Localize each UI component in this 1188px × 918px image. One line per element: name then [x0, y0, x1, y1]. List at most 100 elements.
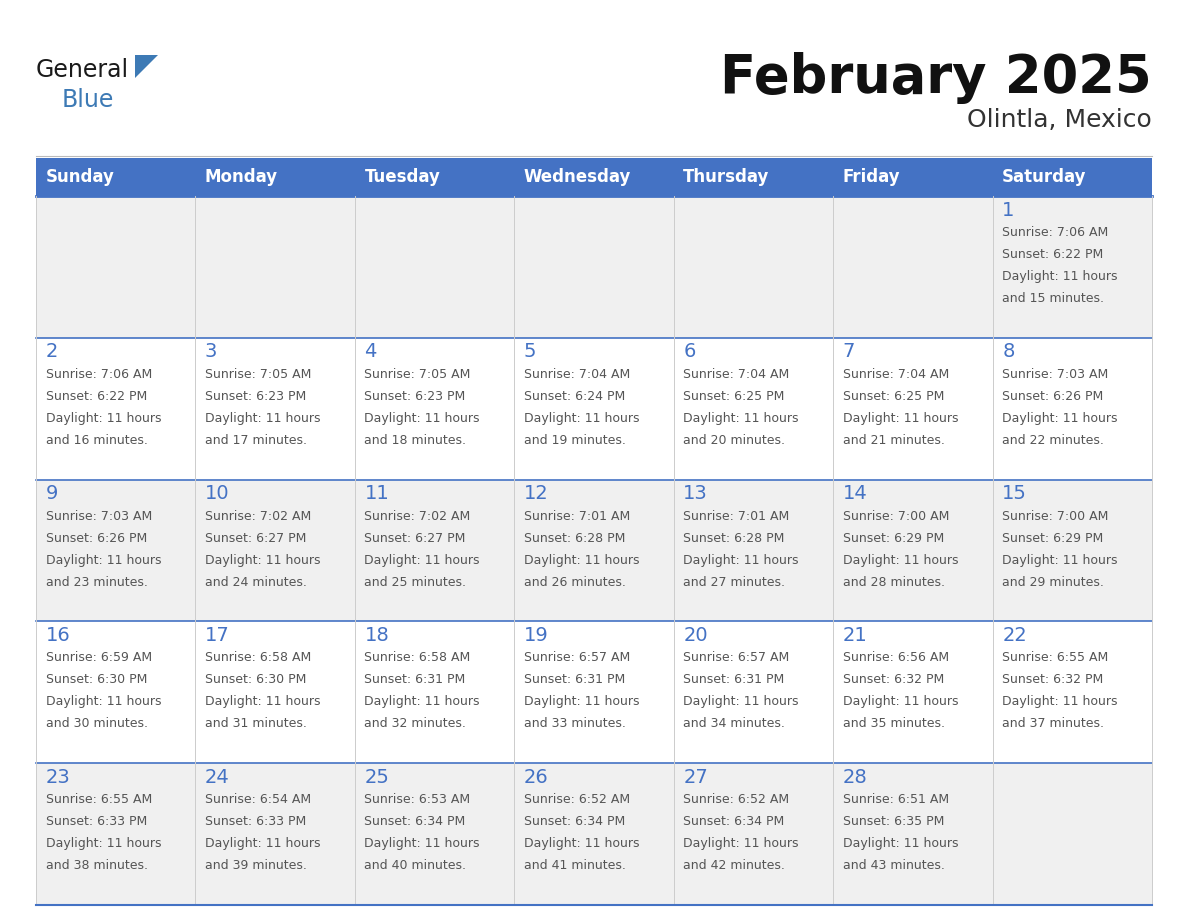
- Bar: [36, 338, 196, 479]
- Text: and 32 minutes.: and 32 minutes.: [365, 717, 467, 731]
- Text: Sunset: 6:34 PM: Sunset: 6:34 PM: [683, 815, 784, 828]
- Bar: [992, 158, 1152, 196]
- Text: Sunset: 6:26 PM: Sunset: 6:26 PM: [1003, 390, 1104, 403]
- Text: 4: 4: [365, 342, 377, 362]
- Bar: [36, 621, 196, 763]
- Bar: [36, 196, 196, 338]
- Text: Daylight: 11 hours: Daylight: 11 hours: [206, 695, 321, 709]
- Text: Daylight: 11 hours: Daylight: 11 hours: [683, 554, 798, 566]
- Text: 13: 13: [683, 484, 708, 503]
- Text: and 22 minutes.: and 22 minutes.: [1003, 433, 1104, 447]
- Text: Daylight: 11 hours: Daylight: 11 hours: [524, 412, 639, 425]
- Text: Daylight: 11 hours: Daylight: 11 hours: [45, 837, 162, 850]
- Bar: [674, 763, 833, 905]
- Text: Sunrise: 6:52 AM: Sunrise: 6:52 AM: [524, 793, 630, 806]
- Text: 20: 20: [683, 626, 708, 645]
- Text: Daylight: 11 hours: Daylight: 11 hours: [45, 412, 162, 425]
- Text: and 26 minutes.: and 26 minutes.: [524, 576, 626, 588]
- Text: Daylight: 11 hours: Daylight: 11 hours: [683, 412, 798, 425]
- Bar: [196, 479, 355, 621]
- Bar: [355, 338, 514, 479]
- Text: Daylight: 11 hours: Daylight: 11 hours: [45, 554, 162, 566]
- Text: Sunrise: 7:03 AM: Sunrise: 7:03 AM: [1003, 368, 1108, 381]
- Text: 23: 23: [45, 767, 70, 787]
- Text: Daylight: 11 hours: Daylight: 11 hours: [842, 412, 959, 425]
- Text: Daylight: 11 hours: Daylight: 11 hours: [206, 412, 321, 425]
- Text: and 17 minutes.: and 17 minutes.: [206, 433, 307, 447]
- Bar: [833, 196, 992, 338]
- Text: Blue: Blue: [62, 88, 114, 112]
- Bar: [355, 621, 514, 763]
- Text: Sunset: 6:33 PM: Sunset: 6:33 PM: [45, 815, 147, 828]
- Text: Monday: Monday: [206, 168, 278, 186]
- Bar: [36, 479, 196, 621]
- Text: Sunset: 6:29 PM: Sunset: 6:29 PM: [1003, 532, 1104, 544]
- Text: Sunset: 6:24 PM: Sunset: 6:24 PM: [524, 390, 625, 403]
- Polygon shape: [135, 55, 158, 78]
- Text: Sunrise: 6:58 AM: Sunrise: 6:58 AM: [206, 652, 311, 665]
- Bar: [355, 479, 514, 621]
- Bar: [355, 196, 514, 338]
- Text: and 40 minutes.: and 40 minutes.: [365, 859, 467, 872]
- Text: 16: 16: [45, 626, 70, 645]
- Bar: [196, 158, 355, 196]
- Bar: [992, 479, 1152, 621]
- Text: Sunrise: 7:01 AM: Sunrise: 7:01 AM: [683, 509, 790, 522]
- Text: Sunrise: 6:51 AM: Sunrise: 6:51 AM: [842, 793, 949, 806]
- Bar: [514, 158, 674, 196]
- Text: Daylight: 11 hours: Daylight: 11 hours: [1003, 695, 1118, 709]
- Text: Sunrise: 6:58 AM: Sunrise: 6:58 AM: [365, 652, 470, 665]
- Text: Sunset: 6:35 PM: Sunset: 6:35 PM: [842, 815, 944, 828]
- Text: Sunset: 6:28 PM: Sunset: 6:28 PM: [683, 532, 784, 544]
- Text: Daylight: 11 hours: Daylight: 11 hours: [365, 695, 480, 709]
- Text: 28: 28: [842, 767, 867, 787]
- Bar: [992, 338, 1152, 479]
- Text: Sunset: 6:32 PM: Sunset: 6:32 PM: [1003, 674, 1104, 687]
- Text: 6: 6: [683, 342, 696, 362]
- Text: Daylight: 11 hours: Daylight: 11 hours: [524, 695, 639, 709]
- Text: and 20 minutes.: and 20 minutes.: [683, 433, 785, 447]
- Text: 21: 21: [842, 626, 867, 645]
- Text: Daylight: 11 hours: Daylight: 11 hours: [365, 412, 480, 425]
- Bar: [196, 763, 355, 905]
- Bar: [674, 479, 833, 621]
- Text: Sunrise: 6:54 AM: Sunrise: 6:54 AM: [206, 793, 311, 806]
- Text: Sunrise: 7:04 AM: Sunrise: 7:04 AM: [842, 368, 949, 381]
- Text: and 24 minutes.: and 24 minutes.: [206, 576, 307, 588]
- Text: Sunset: 6:31 PM: Sunset: 6:31 PM: [524, 674, 625, 687]
- Bar: [36, 763, 196, 905]
- Bar: [355, 763, 514, 905]
- Text: Daylight: 11 hours: Daylight: 11 hours: [206, 554, 321, 566]
- Text: 22: 22: [1003, 626, 1026, 645]
- Text: and 25 minutes.: and 25 minutes.: [365, 576, 467, 588]
- Text: Daylight: 11 hours: Daylight: 11 hours: [683, 695, 798, 709]
- Text: Daylight: 11 hours: Daylight: 11 hours: [524, 554, 639, 566]
- Bar: [514, 479, 674, 621]
- Text: Sunset: 6:25 PM: Sunset: 6:25 PM: [842, 390, 944, 403]
- Text: Sunset: 6:32 PM: Sunset: 6:32 PM: [842, 674, 944, 687]
- Text: Sunrise: 7:03 AM: Sunrise: 7:03 AM: [45, 509, 152, 522]
- Text: 12: 12: [524, 484, 549, 503]
- Bar: [514, 338, 674, 479]
- Text: 18: 18: [365, 626, 390, 645]
- Text: and 18 minutes.: and 18 minutes.: [365, 433, 467, 447]
- Text: 2: 2: [45, 342, 58, 362]
- Bar: [674, 338, 833, 479]
- Text: Tuesday: Tuesday: [365, 168, 441, 186]
- Text: Sunrise: 7:05 AM: Sunrise: 7:05 AM: [206, 368, 311, 381]
- Text: Daylight: 11 hours: Daylight: 11 hours: [365, 837, 480, 850]
- Bar: [674, 196, 833, 338]
- Bar: [674, 621, 833, 763]
- Text: 27: 27: [683, 767, 708, 787]
- Text: Sunset: 6:23 PM: Sunset: 6:23 PM: [365, 390, 466, 403]
- Text: Sunset: 6:30 PM: Sunset: 6:30 PM: [206, 674, 307, 687]
- Text: Sunrise: 7:06 AM: Sunrise: 7:06 AM: [1003, 226, 1108, 239]
- Text: 14: 14: [842, 484, 867, 503]
- Text: Sunset: 6:22 PM: Sunset: 6:22 PM: [1003, 248, 1104, 261]
- Text: Sunrise: 7:00 AM: Sunrise: 7:00 AM: [842, 509, 949, 522]
- Bar: [833, 479, 992, 621]
- Text: and 15 minutes.: and 15 minutes.: [1003, 292, 1104, 305]
- Text: Sunrise: 7:04 AM: Sunrise: 7:04 AM: [524, 368, 630, 381]
- Text: Sunset: 6:33 PM: Sunset: 6:33 PM: [206, 815, 307, 828]
- Text: 19: 19: [524, 626, 549, 645]
